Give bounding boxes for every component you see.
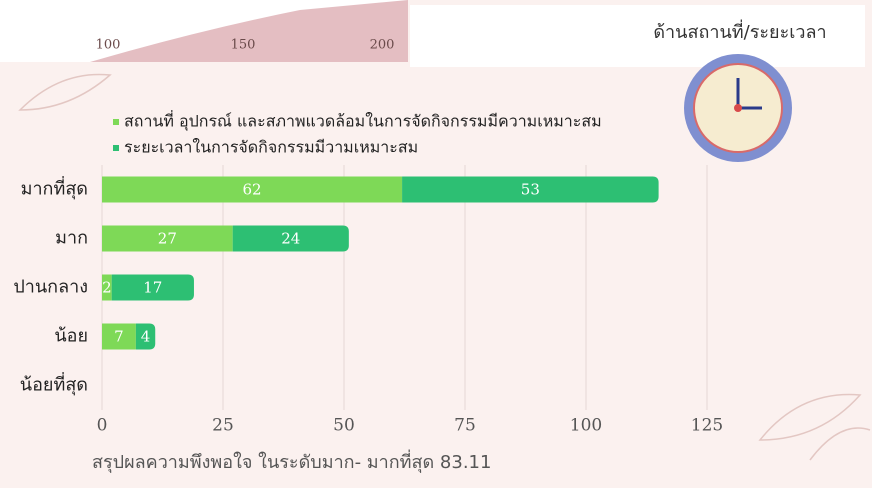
value-label: 7 [114, 328, 124, 346]
y-tick-label: มาก [55, 228, 88, 249]
value-label: 2 [102, 279, 112, 297]
x-tick-label: 50 [333, 416, 355, 436]
image-label: 150 [231, 38, 256, 53]
x-tick-label: 125 [691, 416, 723, 436]
x-tick-label: 100 [570, 416, 602, 436]
value-label: 17 [143, 279, 162, 297]
value-label: 53 [521, 181, 540, 199]
chart-title: ด้านสถานที่/ระยะเวลา [653, 19, 826, 43]
legend-swatch [113, 119, 119, 125]
summary: สรุปผลความพึงพอใจ ในระดับมาก- มากที่สุด … [92, 449, 491, 473]
y-tick-label: มากที่สุด [21, 176, 88, 200]
value-label: 24 [281, 230, 300, 248]
legend-label: ระยะเวลาในการจัดกิจกรรมมีวามเหมาะสม [124, 138, 418, 157]
value-label: 27 [158, 230, 177, 248]
x-tick-label: 25 [212, 416, 234, 436]
image-label: 100 [96, 38, 121, 53]
y-tick-label: น้อย [54, 326, 88, 347]
value-label: 62 [242, 181, 261, 199]
legend-swatch [113, 145, 119, 151]
x-tick-label: 0 [97, 416, 108, 436]
y-tick-label: น้อยที่สุด [20, 372, 88, 396]
clock [684, 54, 792, 162]
value-label: 4 [141, 328, 151, 346]
slide: 100 150 200 ด้านสถานที่/ระยะเวลา สรุปผลค… [0, 0, 872, 488]
x-tick-label: 75 [454, 416, 476, 436]
y-tick-label: ปานกลาง [13, 277, 88, 298]
image-label: 200 [370, 38, 395, 53]
legend-label: สถานที่ อุปกรณ์ และสภาพแวดล้อมในการจัดกิ… [124, 110, 602, 132]
